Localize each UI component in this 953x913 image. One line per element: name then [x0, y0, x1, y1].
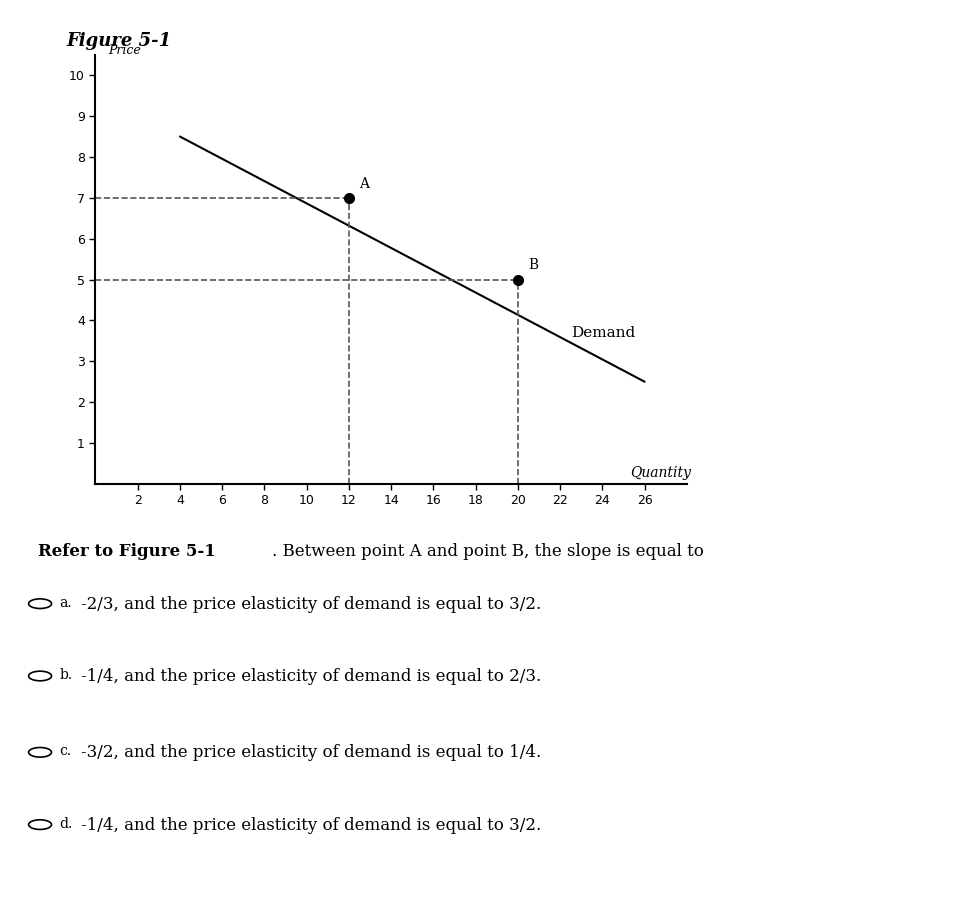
- Text: Price: Price: [108, 44, 141, 58]
- Text: d.: d.: [59, 816, 72, 831]
- Text: Demand: Demand: [570, 326, 635, 340]
- Text: Refer to Figure 5-1: Refer to Figure 5-1: [38, 543, 215, 561]
- Text: c.: c.: [59, 744, 71, 759]
- Text: -2/3, and the price elasticity of demand is equal to 3/2.: -2/3, and the price elasticity of demand…: [81, 595, 540, 613]
- Text: Figure 5-1: Figure 5-1: [67, 32, 172, 50]
- Text: a.: a.: [59, 595, 71, 610]
- Text: -1/4, and the price elasticity of demand is equal to 2/3.: -1/4, and the price elasticity of demand…: [81, 668, 540, 685]
- Text: B: B: [528, 258, 538, 272]
- Text: -3/2, and the price elasticity of demand is equal to 1/4.: -3/2, and the price elasticity of demand…: [81, 744, 540, 761]
- Text: -1/4, and the price elasticity of demand is equal to 3/2.: -1/4, and the price elasticity of demand…: [81, 816, 540, 834]
- Text: b.: b.: [59, 668, 72, 682]
- Text: A: A: [359, 176, 369, 191]
- Text: . Between point A and point B, the slope is equal to: . Between point A and point B, the slope…: [272, 543, 703, 561]
- Text: Quantity: Quantity: [629, 466, 690, 480]
